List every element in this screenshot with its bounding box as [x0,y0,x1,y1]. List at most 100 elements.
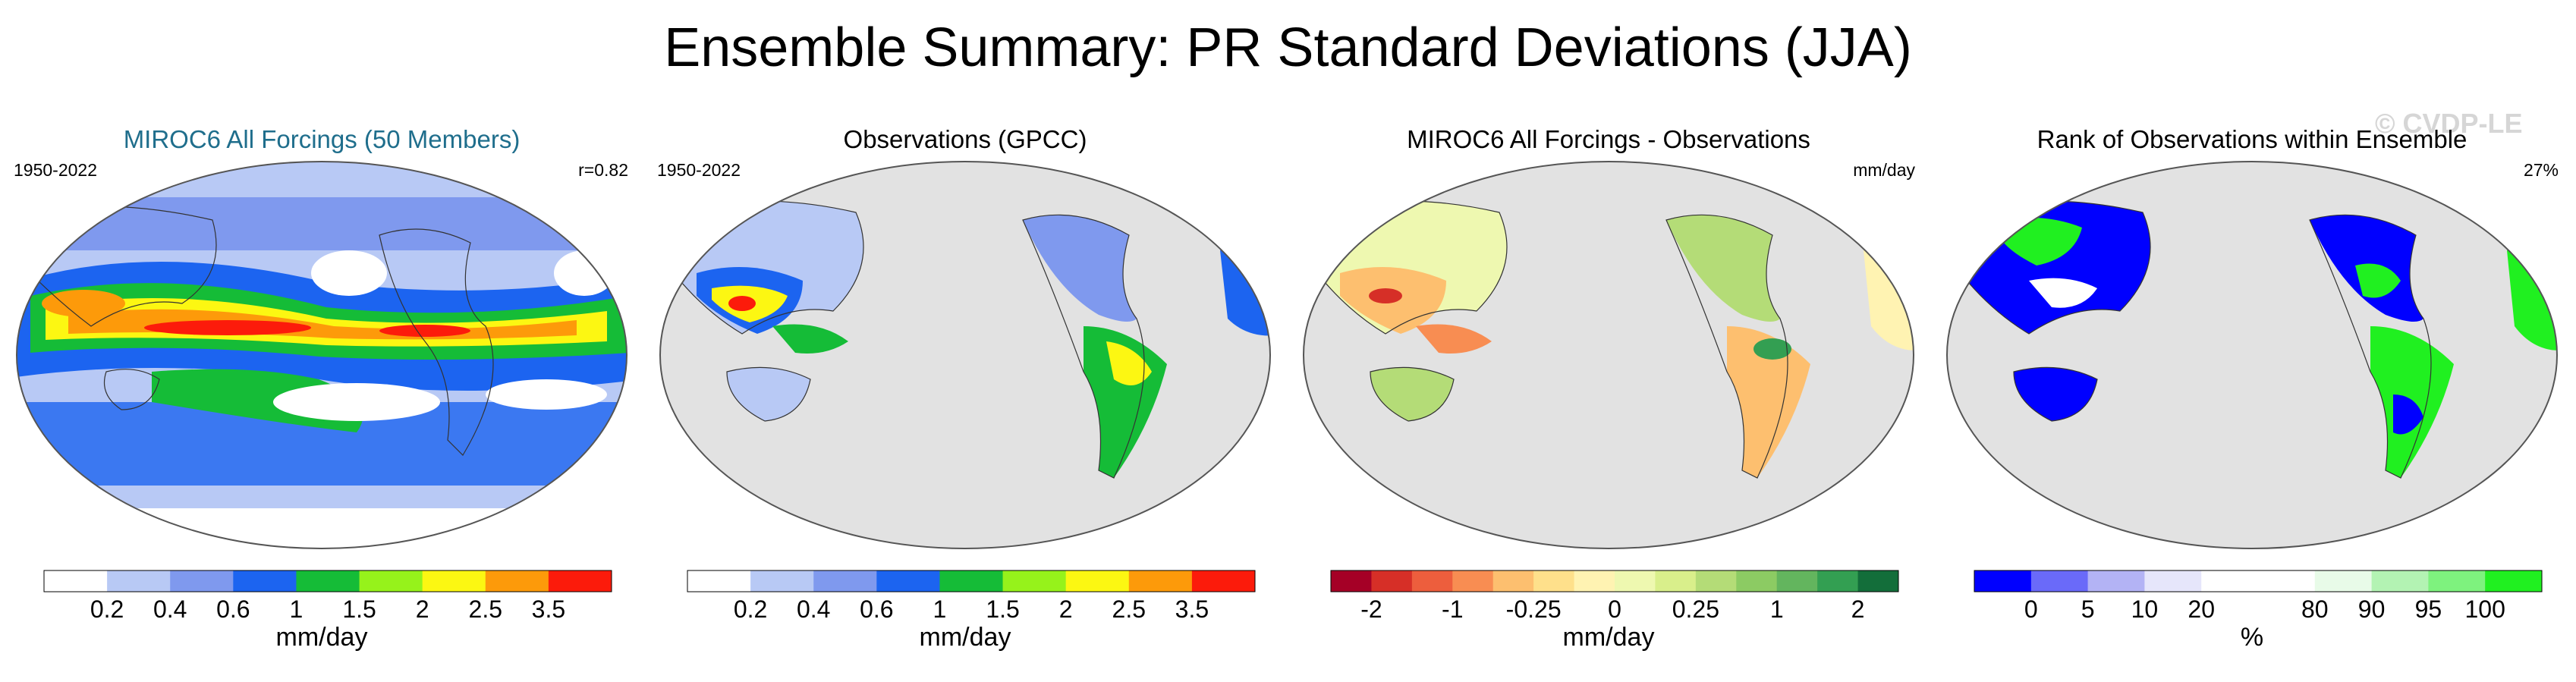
colorbar-swatch [1533,570,1575,592]
colorbar-swatch [1655,570,1697,592]
north-america-high-rank [2355,263,2401,298]
dry-zone-southeast-pacific [273,383,440,421]
colorbar-tick-label: 2 [1059,596,1073,622]
americas-coastline [1022,214,1145,479]
colorbar-swatch [1331,570,1372,592]
colorbar-tick-label: 10 [2131,596,2159,622]
map-model-stddev [16,161,627,549]
colorbar-swatch [2428,570,2486,592]
colorbar-tick-label: -1 [1442,596,1463,622]
eurasia-coastline [30,206,217,327]
colorbar-swatch [107,570,171,592]
australia-coastline [726,366,811,422]
colorbar-swatch [1002,570,1067,592]
watermark: © CVDP-LE [2375,108,2523,139]
colorbar-tick-label: 0.4 [153,596,187,622]
south-america-bias [1727,326,1810,478]
colorbar-swatch [687,570,751,592]
colorbar-swatch [1191,570,1256,592]
australia-coastline [103,369,160,410]
peak-red-east-pacific [379,325,470,337]
americas-coastline [2309,214,2432,479]
colorbar-swatch [1452,570,1494,592]
units-label: mm/day [1853,160,1915,180]
colorbar-swatch [44,570,108,592]
north-america-bias [1666,215,1780,322]
colorbar-frame [1330,570,1899,592]
asian-monsoon-peak [42,290,125,317]
colorbar: 0 5 10 20 80 90 95 100 [1974,570,2543,622]
maritime-continent [772,324,848,354]
colorbar-tick-label: 0 [1608,596,1621,622]
map-border [1946,161,2558,549]
period-label: 1950-2022 [14,160,97,180]
colorbar-swatch [1371,570,1413,592]
ocean-missing-data [1304,162,1914,548]
colorbar-tick-label: 95 [2415,596,2442,622]
map-observations [659,161,1271,549]
map-border [16,161,627,549]
colorbar-label: mm/day [919,623,1011,652]
colorbar-tick-label: 1 [290,596,304,622]
colorbar-frame [687,570,1256,592]
panel-title: Rank of Observations within Ensemble [2037,125,2467,153]
ocean-missing-data [660,162,1270,548]
map-difference [1303,161,1914,549]
colorbar-tick-label: 100 [2465,596,2505,622]
africa-rank [2507,247,2557,351]
colorbar-swatch [2485,570,2543,592]
colorbar-tick-label: 0.6 [216,596,250,622]
colorbar-swatch [233,570,297,592]
colorbar-label: % [2240,623,2264,652]
colorbar-swatch [296,570,360,592]
panel-title: Observations (GPCC) [843,125,1087,153]
monsoon-asia-negative-bias [1369,288,1402,303]
colorbar-label: mm/day [275,623,368,652]
colorbar-tick-label: 3.5 [1175,596,1209,622]
americas-coastline [1665,214,1788,479]
colorbar: 0.2 0.4 0.6 1 1.5 2 2.5 3.5 [43,570,612,622]
colorbar-swatch [750,570,814,592]
panel-rank-within-ensemble: Rank of Observations within Ensemble 27%… [1930,121,2574,682]
colorbar: 0.2 0.4 0.6 1 1.5 2 2.5 3.5 [687,570,1256,622]
colorbar-swatch [2201,570,2259,592]
colorbar-swatch [1128,570,1193,592]
americas-coastline [379,228,494,456]
colorbar-swatch [548,570,612,592]
colorbar-swatch [2087,570,2145,592]
dry-zone-south-atlantic [486,379,607,410]
colorbar-swatch [1776,570,1818,592]
colorbar-swatch [1065,570,1130,592]
australia-coastline [2013,366,2098,422]
colorbar-swatch [1615,570,1656,592]
amazon-peak [1106,341,1152,385]
colorbar-tick-label: 5 [2081,596,2095,622]
colorbar-tick-label: 2.5 [469,596,502,622]
colorbar-swatch [1411,570,1453,592]
panel-title: MIROC6 All Forcings - Observations [1407,125,1810,153]
colorbar-swatch [359,570,423,592]
south-america-low-rank [2393,394,2423,435]
colorbar-swatch [1574,570,1615,592]
correlation-label: r=0.82 [578,160,628,180]
colorbar-swatch [1736,570,1778,592]
colorbar-swatch [1492,570,1534,592]
colorbar-tick-label: 1 [1770,596,1784,622]
colorbar-swatch [170,570,234,592]
colorbar-swatch [1817,570,1859,592]
colorbar-swatch [1695,570,1737,592]
panel-model-stddev: MIROC6 All Forcings (50 Members) 1950-20… [0,121,643,682]
map-border [1303,161,1914,549]
monsoon-asia-peak [728,296,756,311]
colorbar-tick-label: 2.5 [1112,596,1146,622]
colorbar-swatch [2371,570,2429,592]
colorbar-tick-label: 2 [1851,596,1865,622]
colorbar-swatch [2314,570,2373,592]
colorbar-tick-label: 0 [2024,596,2038,622]
colorbar-tick-label: 0.2 [90,596,124,622]
panel-model-minus-observations: MIROC6 All Forcings - Observations mm/da… [1287,121,1930,682]
colorbar: -2 -1 -0.25 0 0.25 1 2 [1330,570,1899,622]
antarctic-field [17,508,627,548]
amazon-positive-bias [1754,338,1791,360]
colorbar-swatch [2144,570,2202,592]
